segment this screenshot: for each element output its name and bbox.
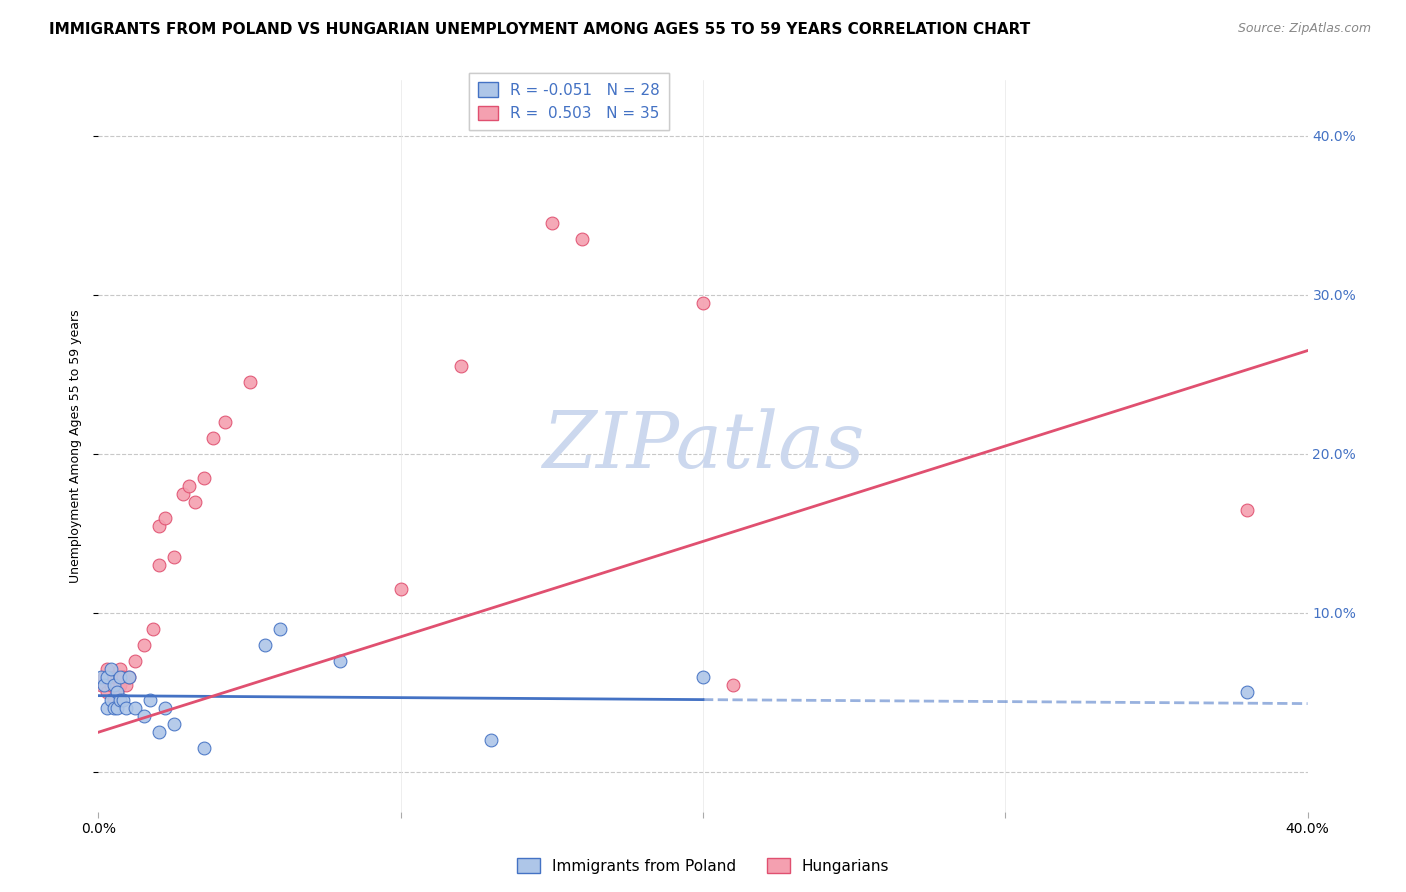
Point bbox=[108, 662, 131, 676]
Point bbox=[96, 662, 118, 676]
Point bbox=[93, 677, 115, 691]
Legend: Immigrants from Poland, Hungarians: Immigrants from Poland, Hungarians bbox=[510, 852, 896, 880]
Point bbox=[111, 693, 134, 707]
Point bbox=[1236, 685, 1258, 699]
Point bbox=[93, 669, 115, 683]
Point bbox=[132, 709, 155, 723]
Point bbox=[148, 725, 170, 739]
Point bbox=[692, 669, 714, 683]
Point bbox=[172, 486, 194, 500]
Point bbox=[118, 669, 141, 683]
Point bbox=[450, 359, 472, 374]
Point bbox=[269, 622, 291, 636]
Point bbox=[692, 296, 714, 310]
Point bbox=[481, 733, 503, 747]
Point bbox=[153, 510, 176, 524]
Point bbox=[103, 701, 125, 715]
Point bbox=[163, 550, 186, 565]
Y-axis label: Unemployment Among Ages 55 to 59 years: Unemployment Among Ages 55 to 59 years bbox=[69, 310, 83, 582]
Point bbox=[100, 662, 122, 676]
Point bbox=[118, 669, 141, 683]
Text: ZIPatlas: ZIPatlas bbox=[541, 408, 865, 484]
Point bbox=[142, 622, 165, 636]
Point bbox=[96, 669, 118, 683]
Point bbox=[90, 677, 112, 691]
Point bbox=[100, 693, 122, 707]
Point bbox=[329, 654, 352, 668]
Point bbox=[103, 677, 125, 691]
Point bbox=[163, 717, 186, 731]
Point bbox=[96, 701, 118, 715]
Point bbox=[111, 669, 134, 683]
Point bbox=[105, 669, 128, 683]
Point bbox=[179, 479, 201, 493]
Point bbox=[103, 693, 125, 707]
Point bbox=[124, 654, 146, 668]
Point bbox=[193, 741, 215, 756]
Point bbox=[105, 685, 128, 699]
Point bbox=[148, 518, 170, 533]
Point bbox=[153, 701, 176, 715]
Point bbox=[114, 701, 136, 715]
Text: Source: ZipAtlas.com: Source: ZipAtlas.com bbox=[1237, 22, 1371, 36]
Point bbox=[239, 376, 262, 390]
Point bbox=[1236, 502, 1258, 516]
Point bbox=[389, 582, 412, 596]
Point bbox=[253, 638, 276, 652]
Point bbox=[184, 494, 207, 508]
Point bbox=[139, 693, 162, 707]
Text: IMMIGRANTS FROM POLAND VS HUNGARIAN UNEMPLOYMENT AMONG AGES 55 TO 59 YEARS CORRE: IMMIGRANTS FROM POLAND VS HUNGARIAN UNEM… bbox=[49, 22, 1031, 37]
Point bbox=[90, 669, 112, 683]
Point bbox=[202, 431, 225, 445]
Point bbox=[214, 415, 236, 429]
Point bbox=[540, 216, 562, 230]
Point bbox=[193, 471, 215, 485]
Point bbox=[114, 677, 136, 691]
Legend: R = -0.051   N = 28, R =  0.503   N = 35: R = -0.051 N = 28, R = 0.503 N = 35 bbox=[468, 73, 669, 130]
Point bbox=[132, 638, 155, 652]
Point bbox=[108, 693, 131, 707]
Point bbox=[723, 677, 745, 691]
Point bbox=[571, 232, 593, 246]
Point bbox=[96, 685, 118, 699]
Point bbox=[124, 701, 146, 715]
Point bbox=[105, 701, 128, 715]
Point bbox=[108, 669, 131, 683]
Point bbox=[103, 669, 125, 683]
Point bbox=[108, 677, 131, 691]
Point bbox=[100, 677, 122, 691]
Point bbox=[105, 685, 128, 699]
Point bbox=[148, 558, 170, 573]
